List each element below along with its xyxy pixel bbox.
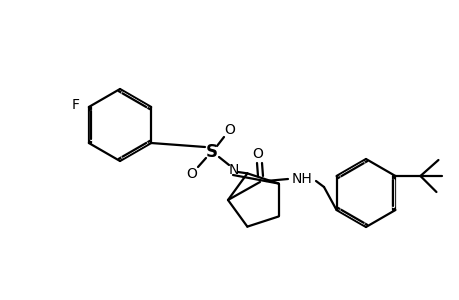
Text: F: F [72, 98, 80, 112]
Text: O: O [252, 147, 263, 161]
Text: O: O [224, 123, 235, 137]
Text: NH: NH [291, 172, 312, 186]
Text: N: N [228, 163, 239, 177]
Text: S: S [206, 143, 218, 161]
Text: O: O [186, 167, 197, 181]
